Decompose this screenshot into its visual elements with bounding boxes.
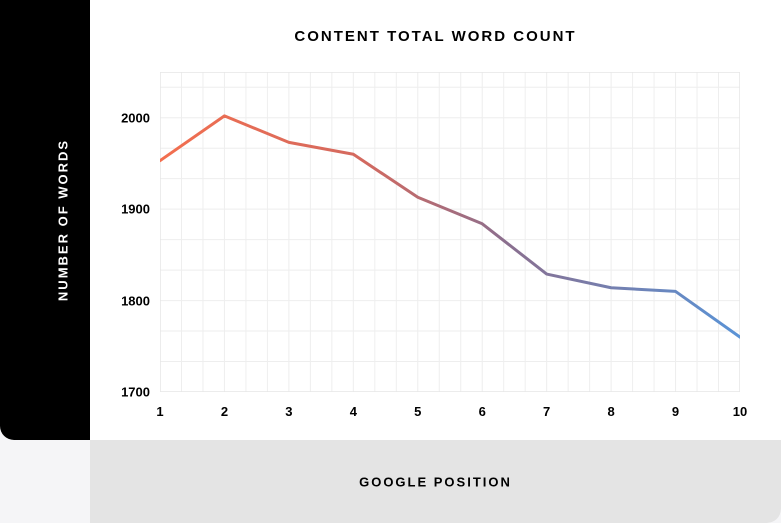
x-tick-label: 4 — [350, 404, 357, 419]
x-tick-label: 7 — [543, 404, 550, 419]
y-tick-label: 1800 — [121, 293, 150, 308]
x-tick-label: 2 — [221, 404, 228, 419]
x-tick-label: 10 — [733, 404, 747, 419]
x-tick-label: 9 — [672, 404, 679, 419]
x-axis-label: GOOGLE POSITION — [90, 474, 781, 489]
x-tick-label: 8 — [607, 404, 614, 419]
y-tick-label: 1700 — [121, 385, 150, 400]
chart-svg — [160, 72, 740, 392]
x-tick-label: 3 — [285, 404, 292, 419]
plot-region: 1700180019002000 12345678910 — [160, 72, 740, 392]
y-axis-label: NUMBER OF WORDS — [56, 139, 71, 301]
y-tick-label: 2000 — [121, 110, 150, 125]
x-tick-label: 5 — [414, 404, 421, 419]
chart-area: CONTENT TOTAL WORD COUNT 170018001900200… — [90, 0, 781, 440]
y-tick-label: 1900 — [121, 202, 150, 217]
chart-title: CONTENT TOTAL WORD COUNT — [90, 28, 781, 45]
x-axis-panel: GOOGLE POSITION — [90, 440, 781, 523]
x-tick-label: 6 — [479, 404, 486, 419]
x-tick-label: 1 — [156, 404, 163, 419]
chart-frame: NUMBER OF WORDS GOOGLE POSITION CONTENT … — [0, 0, 781, 523]
y-axis-panel: NUMBER OF WORDS — [0, 0, 90, 440]
